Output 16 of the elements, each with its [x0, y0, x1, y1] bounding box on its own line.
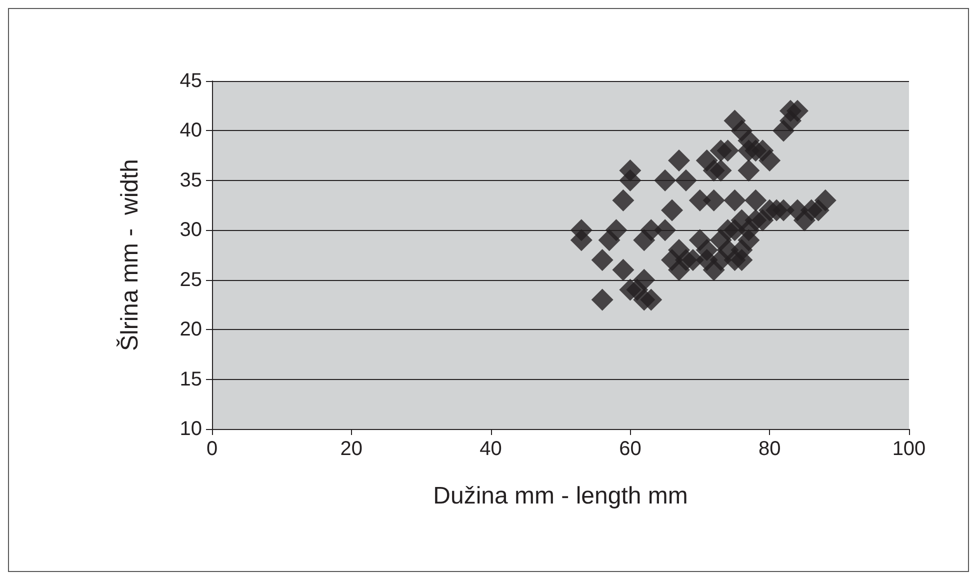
x-tick-label: 80: [758, 438, 781, 460]
y-tick-label: 35: [180, 169, 202, 192]
y-axis-title: Šlrina mm - width: [116, 158, 144, 352]
y-tick-label: 20: [180, 318, 202, 341]
x-axis-title: Dužina mm - length mm: [433, 482, 688, 510]
y-tick-label: 40: [180, 120, 202, 142]
y-tick-label: 45: [180, 70, 202, 92]
y-tick-label: 15: [180, 368, 202, 390]
x-tick-label: 20: [340, 438, 363, 460]
x-tick-label: 40: [480, 438, 502, 460]
x-tick-label: 0: [206, 438, 218, 460]
x-tick-label: 60: [619, 438, 642, 460]
y-tick-label: 25: [180, 268, 202, 291]
x-tick-label: 100: [892, 438, 926, 460]
y-tick-label: 10: [180, 418, 202, 440]
y-tick-label: 30: [180, 219, 202, 242]
